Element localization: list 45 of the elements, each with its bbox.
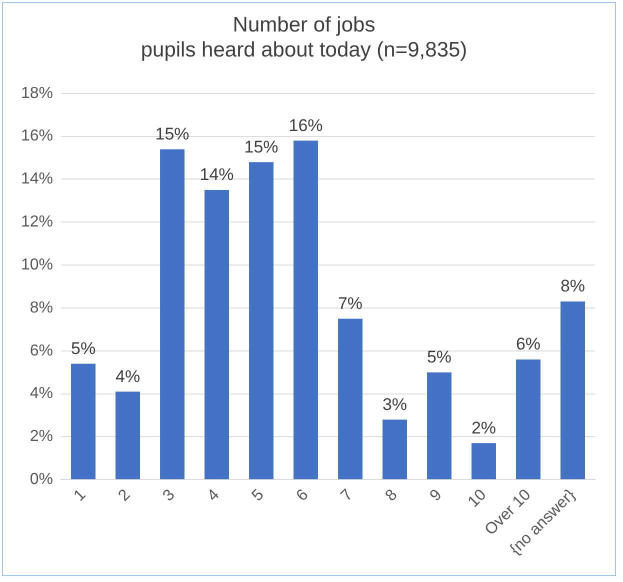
x-tick-label: 6 <box>293 486 312 505</box>
data-label: 5% <box>426 348 452 367</box>
y-tick-label: 10% <box>20 256 54 274</box>
y-tick-label: 14% <box>20 170 54 188</box>
data-label: 2% <box>471 418 496 438</box>
y-tick-label: 6% <box>30 342 54 360</box>
y-tick-label: 16% <box>20 128 54 145</box>
bar <box>294 140 318 480</box>
bar <box>249 162 274 480</box>
chart-title: Number of jobs pupils heard about today (n=9,835) <box>140 13 468 62</box>
x-tick-label: 8 <box>382 486 401 505</box>
x-tick-label: 1 <box>70 486 90 505</box>
bar <box>427 372 452 480</box>
bar <box>382 420 407 480</box>
x-tick-label: 10 <box>465 486 490 511</box>
data-label: 4% <box>115 366 140 386</box>
bar <box>204 190 230 480</box>
bar <box>472 443 496 480</box>
bar <box>516 359 540 480</box>
data-label: 14% <box>200 165 234 184</box>
data-label: 16% <box>288 116 323 135</box>
x-tick-label: 3 <box>160 486 178 505</box>
x-tick-label: 7 <box>338 486 356 505</box>
y-tick-label: 8% <box>30 299 54 316</box>
y-tick-label: 12% <box>20 214 54 231</box>
y-tick-label: 18% <box>20 84 54 102</box>
y-tick-label: 4% <box>30 385 54 402</box>
data-label: 15% <box>155 124 190 144</box>
x-tick-label: 2 <box>115 486 134 505</box>
data-label: 8% <box>560 276 586 296</box>
data-label: 6% <box>516 334 541 354</box>
data-label: 7% <box>338 294 363 313</box>
y-tick-label: 2% <box>30 428 54 446</box>
data-label: 3% <box>382 394 408 414</box>
bar <box>160 149 185 480</box>
data-label: 5% <box>70 338 96 358</box>
y-tick-label: 0% <box>30 471 54 488</box>
x-tick-label: 4 <box>204 486 223 505</box>
bar <box>71 364 96 480</box>
x-tick-label: 5 <box>248 486 268 505</box>
bar <box>338 318 362 480</box>
data-label: 15% <box>244 137 278 156</box>
x-tick-label: 9 <box>426 486 446 505</box>
bar <box>560 302 585 480</box>
bar <box>116 392 140 480</box>
